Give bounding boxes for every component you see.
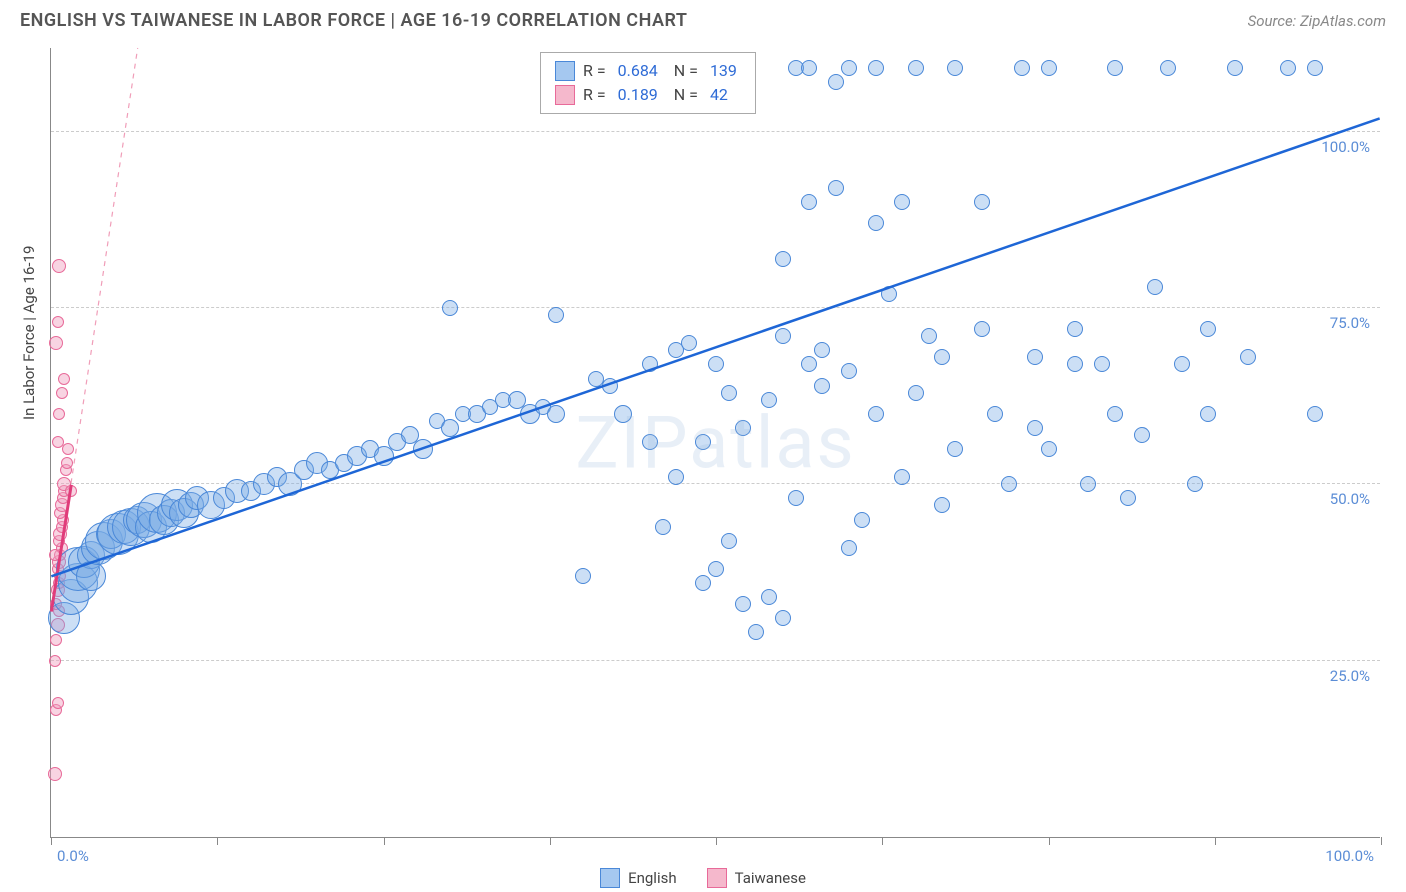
x-tick <box>384 837 385 845</box>
x-tick <box>217 837 218 845</box>
x-tick <box>51 837 52 845</box>
x-tick <box>882 837 883 845</box>
legend-n-value: 139 <box>710 59 737 83</box>
legend-bottom: English Taiwanese <box>0 868 1406 888</box>
source-attribution: Source: ZipAtlas.com <box>1248 12 1386 30</box>
legend-item: Taiwanese <box>707 868 806 888</box>
legend-label: Taiwanese <box>735 869 806 887</box>
trend-lines <box>51 48 1380 837</box>
x-tick <box>550 837 551 845</box>
x-tick-label: 100.0% <box>1325 847 1374 865</box>
x-tick <box>1215 837 1216 845</box>
legend-stats-box: R = 0.684 N = 139 R = 0.189 N = 42 <box>540 52 756 114</box>
legend-stats-row: R = 0.684 N = 139 <box>555 59 741 83</box>
legend-label: English <box>628 869 677 887</box>
plot-area: ZIPatlas 25.0%50.0%75.0%100.0%0.0%100.0% <box>50 48 1380 838</box>
legend-r-label: R = <box>583 83 606 107</box>
legend-swatch <box>600 868 620 888</box>
legend-n-label: N = <box>670 83 698 107</box>
legend-r-label: R = <box>583 59 606 83</box>
legend-swatch <box>555 61 575 81</box>
legend-item: English <box>600 868 677 888</box>
legend-r-value: 0.189 <box>618 83 658 107</box>
legend-swatch <box>555 85 575 105</box>
x-tick <box>1381 837 1382 845</box>
chart-title: ENGLISH VS TAIWANESE IN LABOR FORCE | AG… <box>20 10 687 31</box>
legend-n-label: N = <box>670 59 698 83</box>
legend-n-value: 42 <box>710 83 728 107</box>
legend-stats-row: R = 0.189 N = 42 <box>555 83 741 107</box>
x-tick <box>716 837 717 845</box>
y-axis-label: In Labor Force | Age 16-19 <box>20 246 38 420</box>
legend-r-value: 0.684 <box>618 59 658 83</box>
legend-swatch <box>707 868 727 888</box>
x-tick <box>1049 837 1050 845</box>
x-tick-label: 0.0% <box>57 847 89 865</box>
